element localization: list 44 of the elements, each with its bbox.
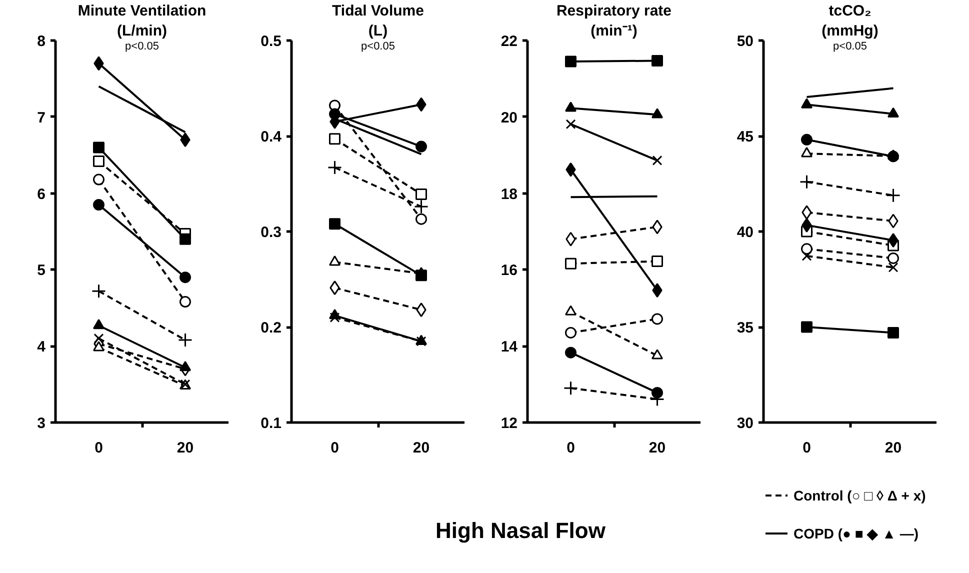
chart-title: tcCO₂ <box>828 2 872 20</box>
annotation: p<0.05 <box>361 40 395 52</box>
y-tick-label: 0.1 <box>260 415 282 432</box>
y-tick-label: 5 <box>37 262 46 280</box>
y-tick-label: 45 <box>736 128 754 146</box>
x-tick-label: 20 <box>648 440 666 456</box>
x-tick-label: 0 <box>330 440 339 456</box>
chart-title: Minute Ventilation <box>78 2 206 20</box>
chart-subtitle: (mmHg) <box>822 22 878 40</box>
y-tick-label: 8 <box>37 33 46 50</box>
chart-subtitle: (L/min) <box>117 22 168 40</box>
y-tick-label: 40 <box>736 224 754 241</box>
y-tick-label: 0.5 <box>260 33 282 50</box>
y-tick-label: 0.2 <box>260 320 282 336</box>
y-tick-label: 0.3 <box>260 224 282 241</box>
y-tick-label: 3 <box>37 415 46 432</box>
x-tick-label: 0 <box>566 440 575 456</box>
y-tick-label: 14 <box>500 338 518 356</box>
annotation: p<0.05 <box>833 40 867 52</box>
chart-title: Tidal Volume <box>332 2 424 20</box>
annotation: p<0.05 <box>125 40 159 52</box>
x-tick-label: 0 <box>802 440 811 456</box>
y-tick-label: 30 <box>736 415 754 432</box>
text: High Nasal Flow <box>436 518 606 543</box>
chart-subtitle: (L) <box>368 22 388 40</box>
chart-subtitle: (min⁻¹) <box>590 22 638 40</box>
y-tick-label: 35 <box>736 320 754 336</box>
y-tick-label: 0.4 <box>260 128 282 146</box>
y-tick-label: 6 <box>37 186 46 203</box>
text: COPD (● ■ ◆ ▲ ―) <box>794 526 918 542</box>
chart-title: Respiratory rate <box>556 2 672 20</box>
text: Control (○ □ ◊ Δ + x) <box>794 488 926 504</box>
y-tick-label: 16 <box>500 262 518 280</box>
y-tick-label: 50 <box>736 33 754 50</box>
y-tick-label: 12 <box>500 415 518 432</box>
x-tick-label: 0 <box>94 440 103 456</box>
y-tick-label: 22 <box>500 33 518 50</box>
x-tick-label: 20 <box>412 440 430 456</box>
y-tick-label: 18 <box>500 186 518 203</box>
y-tick-label: 4 <box>37 338 46 356</box>
y-tick-label: 7 <box>37 109 46 126</box>
x-tick-label: 20 <box>176 440 194 456</box>
x-tick-label: 20 <box>884 440 902 456</box>
y-tick-label: 20 <box>500 109 518 126</box>
